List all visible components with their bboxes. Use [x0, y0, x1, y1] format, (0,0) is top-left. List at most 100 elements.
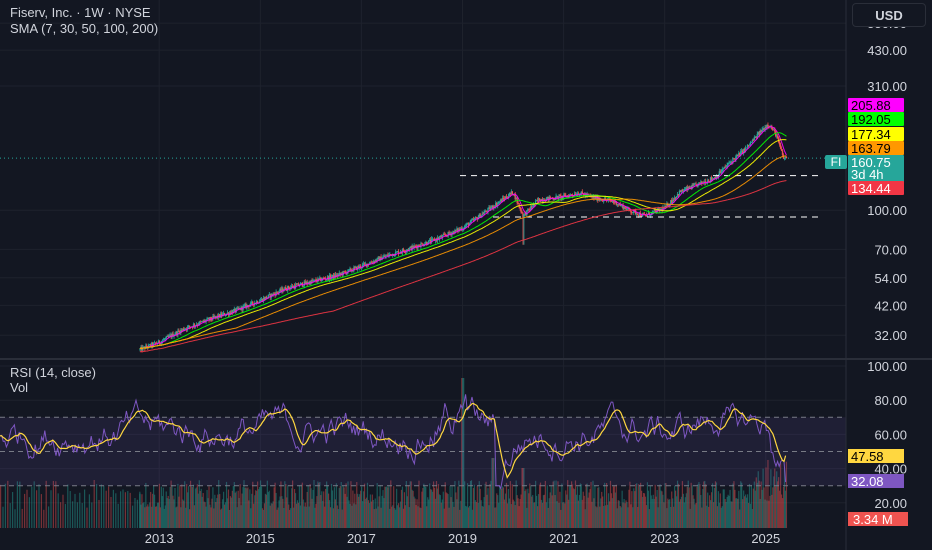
price-tick-label: 430.00	[867, 43, 907, 58]
candle-body	[744, 147, 747, 151]
candle-body	[396, 251, 399, 253]
volume-bar	[207, 498, 209, 528]
candle-body	[743, 148, 746, 151]
volume-bar	[466, 483, 469, 528]
volume-bar	[447, 494, 449, 528]
candle-body	[272, 293, 274, 296]
sma-200-line	[139, 180, 787, 353]
volume-bar	[397, 503, 400, 528]
candle-body	[402, 249, 405, 251]
candle-body	[384, 256, 386, 257]
candle-body	[203, 320, 205, 322]
volume-bar	[155, 506, 158, 528]
volume-bar	[165, 491, 167, 528]
candle-body	[478, 214, 480, 218]
volume-bar	[527, 488, 529, 528]
candle-body	[597, 196, 599, 201]
candle-body	[714, 177, 717, 179]
candle-body	[602, 200, 604, 202]
volume-indicator-legend[interactable]: Vol	[10, 380, 29, 395]
volume-bar	[744, 496, 746, 528]
volume-bar	[235, 491, 237, 528]
candle-body	[290, 286, 293, 288]
candle-body	[372, 261, 374, 263]
volume-bar	[144, 507, 146, 528]
candle-body	[647, 212, 650, 215]
candle-body	[670, 200, 672, 204]
candle-body	[563, 194, 565, 198]
volume-bar	[505, 482, 508, 528]
volume-bar	[392, 505, 394, 528]
volume-bar	[556, 501, 558, 528]
volume-bar	[526, 507, 528, 528]
volume-bar	[282, 498, 284, 528]
candle-body	[772, 129, 774, 131]
volume-bar	[152, 493, 154, 528]
candle-body	[626, 208, 628, 210]
volume-bar	[456, 499, 458, 528]
volume-bar	[172, 495, 174, 528]
volume-bar	[769, 495, 771, 528]
candle-body	[236, 307, 238, 309]
volume-bar	[69, 491, 71, 528]
volume-bar	[601, 491, 603, 528]
rsi-tick-label: 100.00	[867, 359, 907, 374]
volume-bar	[745, 497, 748, 528]
volume-bar	[685, 493, 687, 528]
volume-bar	[568, 499, 570, 528]
currency-button[interactable]: USD	[852, 3, 926, 27]
volume-bar	[671, 491, 673, 528]
volume-bar	[768, 500, 770, 528]
volume-bar	[197, 493, 199, 528]
volume-bar	[493, 458, 495, 528]
volume-bar	[771, 494, 773, 528]
candle-body	[742, 148, 745, 154]
volume-bar	[246, 488, 248, 528]
volume-bar	[752, 488, 754, 528]
candle-body	[429, 239, 432, 243]
volume-bar	[638, 484, 640, 528]
volume-bar	[40, 494, 42, 528]
volume-bar	[214, 494, 216, 528]
volume-bar	[469, 481, 472, 528]
candle-body	[701, 181, 703, 184]
candle-body	[488, 207, 490, 209]
volume-bar	[287, 485, 289, 528]
rsi-indicator-legend[interactable]: RSI (14, close)	[10, 365, 96, 380]
volume-bar	[495, 507, 497, 528]
candle-body	[753, 137, 756, 141]
volume-bar	[471, 509, 474, 528]
candle-body	[201, 320, 203, 322]
volume-bar	[579, 483, 581, 528]
candle-body	[159, 343, 162, 345]
candle-body	[240, 306, 242, 310]
volume-bar	[531, 496, 533, 528]
volume-bar	[275, 492, 277, 528]
volume-bar	[652, 494, 654, 528]
volume-bar	[159, 507, 162, 528]
volume-bar	[16, 481, 18, 528]
candle-body	[602, 200, 605, 202]
volume-bar	[48, 506, 50, 528]
candle-body	[168, 335, 170, 337]
volume-bar	[434, 498, 437, 528]
volume-bar	[437, 484, 440, 528]
chart-title[interactable]: Fiserv, Inc. · 1W · NYSE	[10, 5, 151, 20]
volume-bar	[262, 509, 265, 528]
volume-bar	[525, 489, 527, 528]
candle-body	[671, 199, 674, 203]
candle-body	[508, 193, 511, 197]
candle-body	[495, 203, 497, 208]
candle-body	[537, 198, 540, 201]
volume-bar	[692, 495, 694, 528]
volume-bar	[687, 480, 689, 528]
candle-body	[428, 239, 431, 241]
symbol-tag	[825, 155, 847, 169]
volume-bar	[482, 506, 484, 528]
candle-body	[675, 196, 678, 199]
sma-indicator-legend[interactable]: SMA (7, 30, 50, 100, 200)	[10, 21, 159, 36]
volume-bar	[299, 505, 301, 528]
volume-bar	[289, 509, 291, 528]
volume-bar	[559, 491, 561, 528]
